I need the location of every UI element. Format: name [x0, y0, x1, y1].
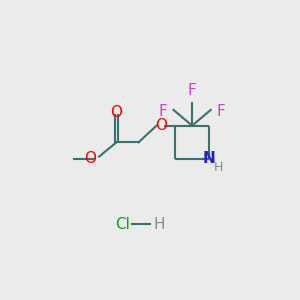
Text: O: O [111, 105, 123, 120]
Text: F: F [159, 104, 168, 119]
Text: F: F [188, 83, 197, 98]
Text: O: O [155, 118, 167, 133]
Text: H: H [214, 161, 223, 174]
Text: F: F [217, 104, 225, 119]
Text: N: N [202, 152, 215, 166]
Text: H: H [154, 217, 165, 232]
Text: Cl: Cl [116, 217, 130, 232]
Text: O: O [84, 152, 96, 166]
